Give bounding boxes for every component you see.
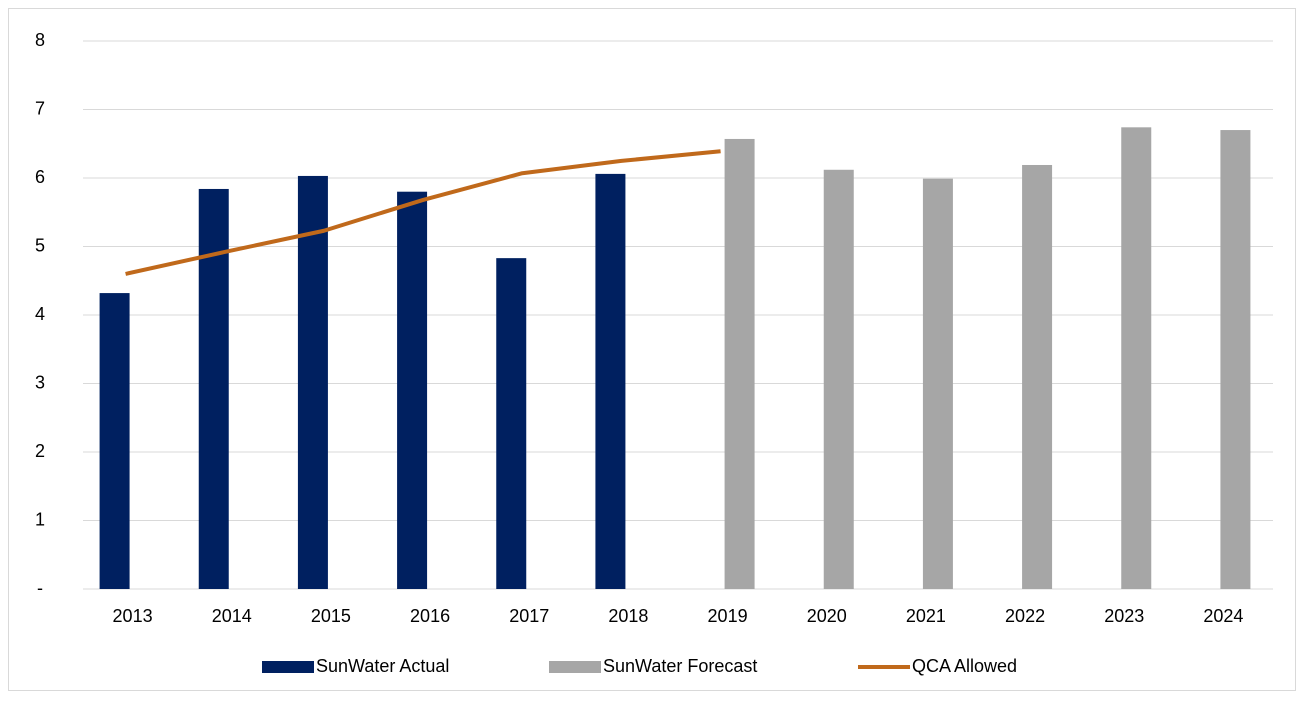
bar [595, 173, 626, 589]
x-tick-label: 2022 [1005, 606, 1045, 626]
legend-label: SunWater Forecast [603, 656, 757, 676]
bar [397, 191, 428, 589]
x-tick-label: 2014 [212, 606, 252, 626]
y-tick-label: 1 [35, 509, 45, 529]
y-tick-label: 7 [35, 98, 45, 118]
y-tick-label: 8 [35, 30, 45, 50]
bar [1220, 130, 1251, 590]
y-tick-label: 3 [35, 372, 45, 392]
x-tick-label: 2024 [1203, 606, 1243, 626]
x-tick-label: 2018 [608, 606, 648, 626]
y-tick-label: - [37, 578, 43, 598]
bar [496, 258, 527, 589]
y-tick-label: 5 [35, 235, 45, 255]
x-tick-label: 2017 [509, 606, 549, 626]
x-tick-label: 2016 [410, 606, 450, 626]
bar [823, 169, 854, 589]
bar [198, 188, 229, 589]
bar [922, 178, 953, 589]
bar [1121, 127, 1152, 589]
bar [724, 138, 755, 589]
x-tick-label: 2021 [906, 606, 946, 626]
line [125, 149, 721, 276]
bar [99, 293, 130, 589]
y-tick-label: 6 [35, 167, 45, 187]
legend-swatch [262, 661, 314, 673]
y-tick-label: 4 [35, 304, 45, 324]
x-tick-label: 2023 [1104, 606, 1144, 626]
x-tick-label: 2013 [113, 606, 153, 626]
legend-label: SunWater Actual [316, 656, 449, 676]
bar [1022, 164, 1053, 590]
x-tick-label: 2015 [311, 606, 351, 626]
bar [297, 175, 328, 589]
legend-swatch [549, 661, 601, 673]
y-tick-label: 2 [35, 441, 45, 461]
x-tick-label: 2019 [708, 606, 748, 626]
legend-label: QCA Allowed [912, 656, 1017, 676]
x-tick-label: 2020 [807, 606, 847, 626]
